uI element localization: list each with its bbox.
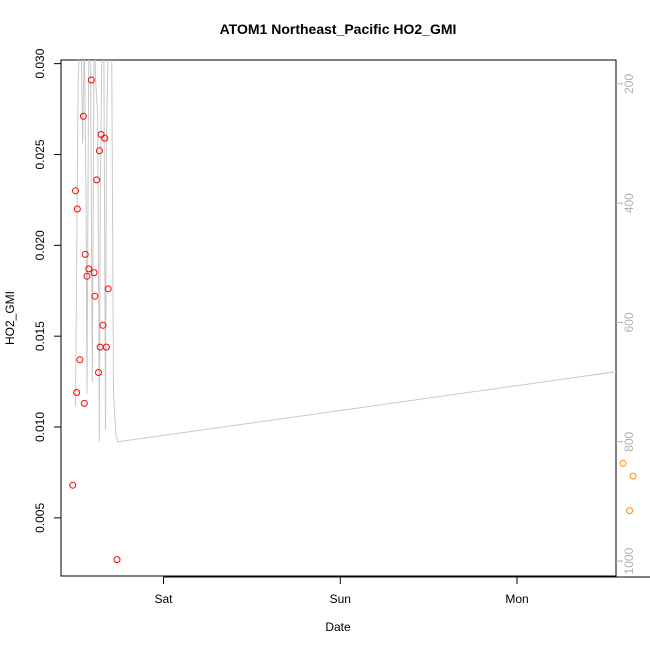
right-tick-label-2: 400 (622, 193, 636, 213)
data-point-series-1-9 (83, 272, 91, 280)
data-point-series-1-3 (73, 389, 81, 396)
right-tick-label-5: 1000 (622, 547, 636, 574)
x-tick-label-2: Sun (330, 592, 351, 606)
right-tick-label-3: 600 (622, 312, 636, 332)
right-axis: 200 400 600 800 1000 (616, 74, 636, 574)
data-point-series-1-1 (69, 481, 77, 489)
pressure-line (75, 60, 616, 443)
y-tick-label-2: 0.010 (33, 412, 47, 442)
y-tick-label-1: 0.005 (33, 503, 47, 533)
data-point-series-1-15 (95, 369, 102, 376)
pressure-line-layer (75, 60, 616, 443)
data-point-series-1-2 (72, 187, 79, 195)
y-axis: 0.005 0.010 0.015 0.020 0.025 0.030 (33, 48, 62, 533)
right-tick-label-4: 800 (622, 431, 636, 451)
data-point-series-2-1 (619, 459, 627, 467)
data-point-series-1-5 (76, 356, 84, 364)
y-tick-label-6: 0.030 (33, 48, 47, 78)
x-axis: SatSunMonTue (155, 576, 650, 606)
data-point-series-1-11 (87, 76, 95, 84)
y-tick-label-3: 0.015 (33, 321, 47, 351)
data-point-series-2-3 (629, 472, 637, 480)
data-point-series-1-7 (80, 399, 88, 407)
data-point-series-1-19 (99, 321, 107, 329)
y-tick-label-5: 0.025 (33, 139, 47, 169)
x-tick-label-3: Mon (505, 592, 528, 606)
data-point-series-1-4 (73, 205, 81, 213)
data-point-series-1-16 (95, 147, 103, 155)
data-point-series-1-23 (113, 556, 121, 564)
data-point-series-1-8 (81, 250, 89, 258)
y-axis-label: HO2_GMI (3, 291, 17, 345)
data-point-series-1-13 (91, 292, 99, 300)
x-axis-label: Date (325, 620, 351, 634)
y-tick-label-4: 0.020 (33, 230, 47, 260)
data-point-series-1-6 (79, 112, 87, 120)
data-point-series-1-14 (93, 176, 101, 184)
data-point-series-1-12 (90, 269, 98, 277)
data-point-series-1-18 (97, 131, 105, 138)
data-point-series-1-20 (101, 134, 109, 142)
data-point-series-1-21 (102, 343, 110, 351)
x-tick-label-1: Sat (155, 592, 174, 606)
data-points-layer (69, 76, 637, 564)
data-point-series-1-10 (85, 265, 93, 273)
data-point-series-1-22 (104, 285, 112, 293)
data-point-series-2-2 (626, 507, 634, 515)
chart-title: ATOM1 Northeast_Pacific HO2_GMI (220, 21, 457, 37)
right-tick-label-1: 200 (622, 74, 636, 94)
